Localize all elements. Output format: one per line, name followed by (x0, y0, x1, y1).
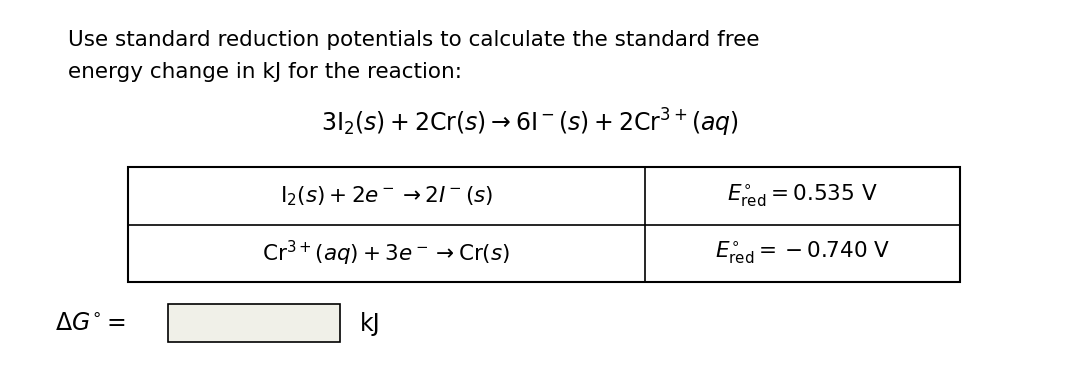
Text: kJ: kJ (360, 312, 381, 336)
Text: $\mathrm{Cr}^{3+}(aq) + 3e^- \rightarrow \mathrm{Cr}(s)$: $\mathrm{Cr}^{3+}(aq) + 3e^- \rightarrow… (262, 239, 511, 268)
Text: $E^{\circ}_{\mathrm{red}} = -0.740\ \mathrm{V}$: $E^{\circ}_{\mathrm{red}} = -0.740\ \mat… (715, 240, 890, 266)
Text: $\mathrm{I_2}(s) + 2e^- \rightarrow 2I^-(s)$: $\mathrm{I_2}(s) + 2e^- \rightarrow 2I^-… (280, 184, 494, 207)
Text: energy change in kJ for the reaction:: energy change in kJ for the reaction: (68, 62, 462, 82)
Text: $E^{\circ}_{\mathrm{red}} = 0.535\ \mathrm{V}$: $E^{\circ}_{\mathrm{red}} = 0.535\ \math… (727, 183, 878, 209)
Bar (129, 167, 960, 282)
Text: $\Delta G^{\circ} =$: $\Delta G^{\circ} =$ (55, 312, 126, 336)
Text: Use standard reduction potentials to calculate the standard free: Use standard reduction potentials to cal… (68, 30, 759, 50)
Text: $3\mathrm{I_2}(s) + 2\mathrm{Cr}(s) \rightarrow 6\mathrm{I}^-(s) + 2\mathrm{Cr}^: $3\mathrm{I_2}(s) + 2\mathrm{Cr}(s) \rig… (321, 107, 739, 139)
Bar (168, 304, 340, 342)
